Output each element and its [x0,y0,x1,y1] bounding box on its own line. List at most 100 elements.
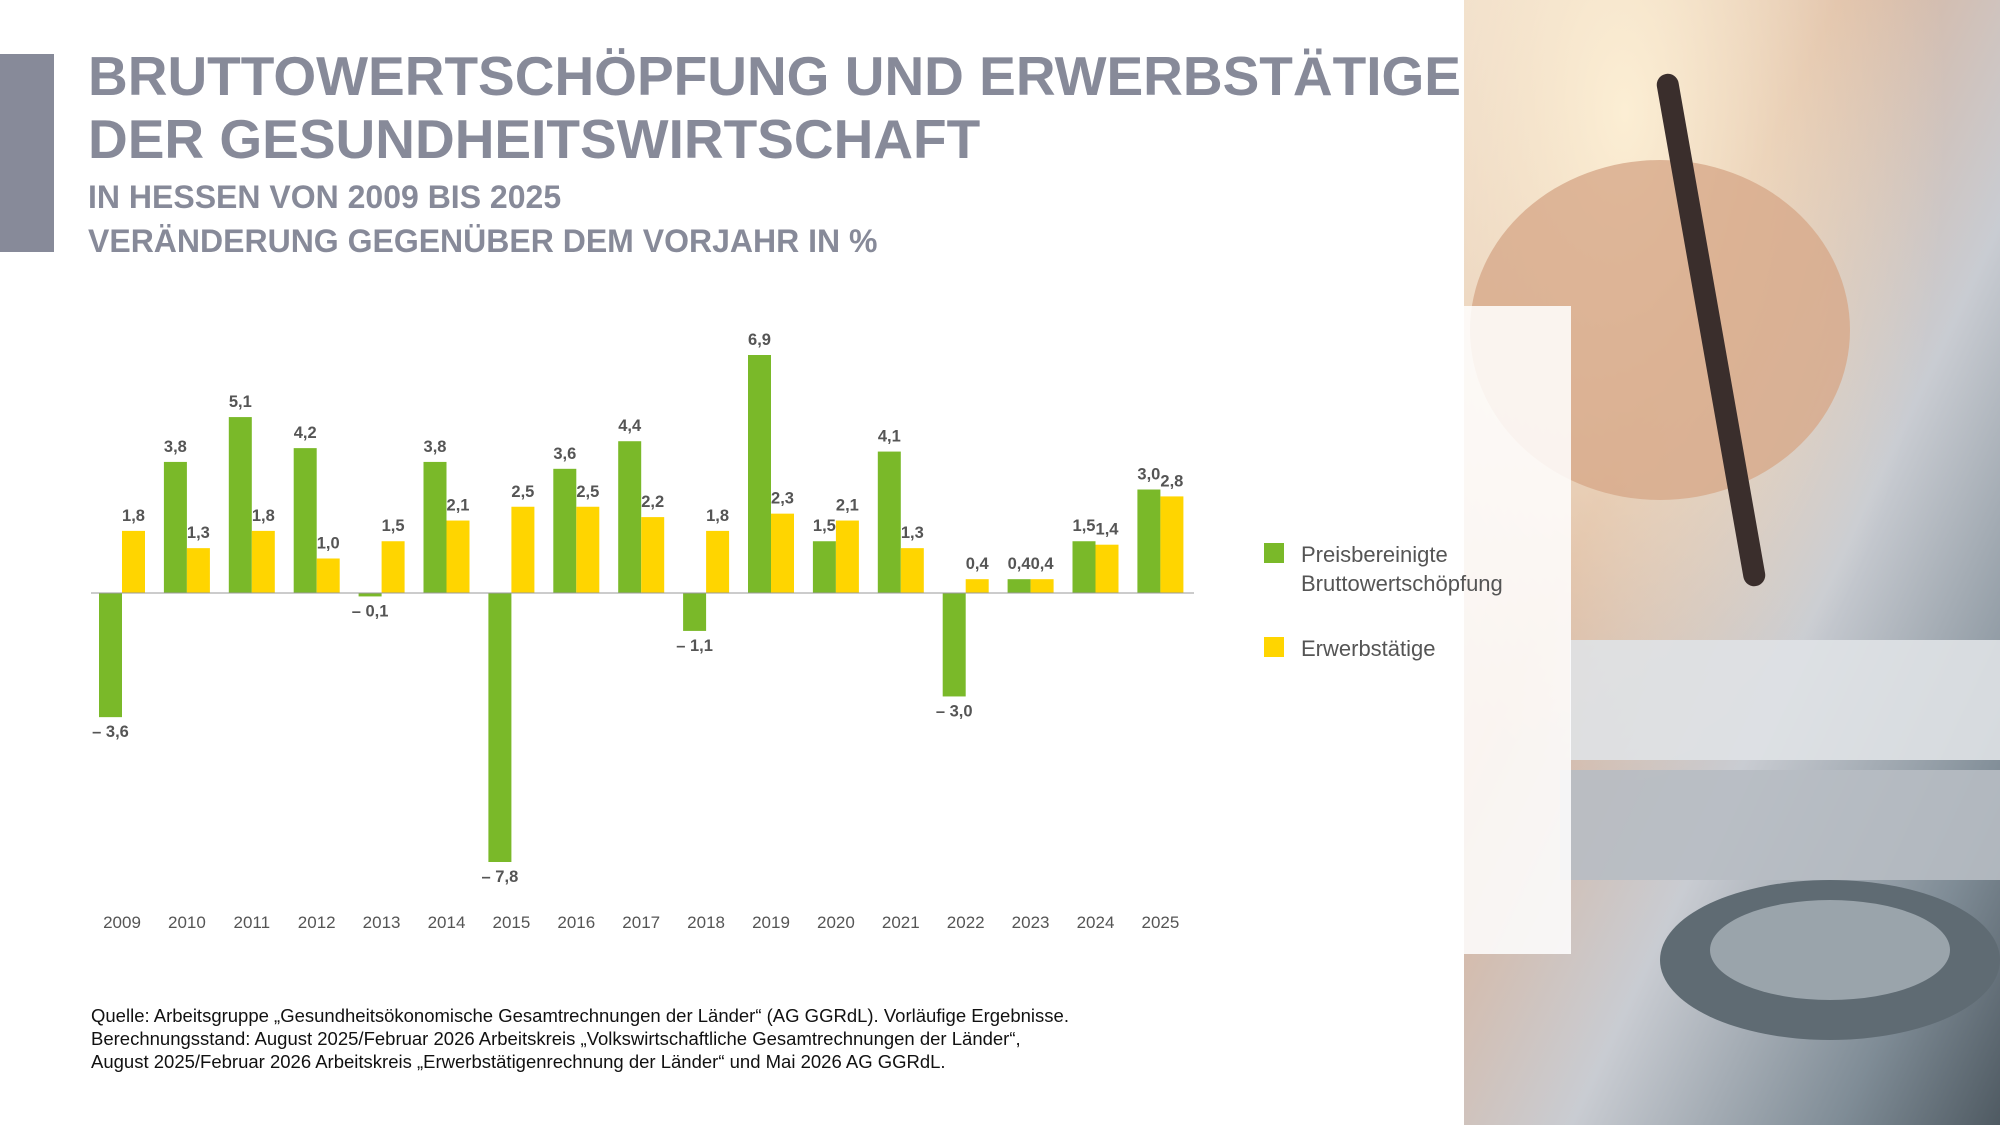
bar [423,461,447,593]
x-tick-label: 2025 [1141,913,1179,932]
data-label: 0,4 [966,555,990,573]
source-line: Quelle: Arbeitsgruppe „Gesundheitsökonom… [91,1005,1069,1026]
bar [683,592,707,631]
source-note: Quelle: Arbeitsgruppe „Gesundheitsökonom… [91,1004,1069,1073]
bar [706,530,730,593]
bar [251,530,275,593]
bar [186,548,210,593]
bar [641,517,665,593]
x-tick-label: 2019 [752,913,790,932]
data-label: 2,1 [836,497,859,515]
photo [1464,0,2000,1125]
bar [1160,496,1184,593]
chart-subtitle: IN HESSEN VON 2009 BIS 2025 [88,179,561,215]
bar [1030,579,1054,593]
data-label: 2,1 [447,497,470,515]
x-tick-label: 2013 [363,913,401,932]
bar [358,592,382,597]
data-label: – 7,8 [482,868,519,886]
bar [942,592,966,697]
data-label: 3,6 [553,445,576,463]
data-label: 1,5 [382,517,405,535]
x-tick-label: 2012 [298,913,336,932]
bar [1137,489,1161,593]
bar [446,520,470,593]
x-tick-label: 2014 [428,913,466,932]
legend-label: Erwerbstätige [1301,636,1436,661]
bar [488,592,512,862]
bar [293,448,317,593]
data-label: 1,5 [1073,517,1096,535]
data-label: 4,1 [878,428,901,446]
x-tick-label: 2020 [817,913,855,932]
source-line: August 2025/Februar 2026 Arbeitskreis „E… [91,1051,946,1072]
legend-item: Preisbereinigte Bruttowertschöpfung [1264,540,1564,598]
chart-subtitle: VERÄNDERUNG GEGENÜBER DEM VORJAHR IN % [88,223,877,259]
bar [877,451,901,593]
data-label: 0,4 [1008,555,1032,573]
data-label: 0,4 [1031,555,1055,573]
bar [163,461,187,593]
data-label: – 3,6 [92,723,129,741]
x-tick-label: 2024 [1077,913,1115,932]
x-tick-label: 2023 [1012,913,1050,932]
x-tick-label: 2017 [622,913,660,932]
data-label: 2,2 [641,493,664,511]
data-label: 2,5 [511,483,534,501]
x-tick-label: 2016 [557,913,595,932]
data-label: 3,8 [164,438,187,456]
data-label: 1,5 [813,517,836,535]
data-label: – 0,1 [352,602,389,620]
bar [618,441,642,593]
data-label: 3,8 [424,438,447,456]
data-label: 1,0 [317,534,340,552]
data-label: 1,3 [901,524,924,542]
x-tick-label: 2015 [492,913,530,932]
data-label: 1,3 [187,524,210,542]
bar [835,520,859,593]
legend: Preisbereinigte Bruttowertschöpfung Erwer… [1264,540,1564,699]
accent-bar [0,54,54,252]
data-label: 2,8 [1160,472,1183,490]
x-tick-label: 2021 [882,913,920,932]
data-label: 1,8 [122,507,145,525]
legend-label: Preisbereinigte Bruttowertschöpfung [1301,542,1503,596]
data-label: 1,4 [1096,521,1120,539]
data-label: 1,8 [252,507,275,525]
bar [1095,544,1119,593]
legend-item: Erwerbstätige [1264,634,1564,663]
legend-swatch [1264,543,1284,563]
chart-title: BRUTTOWERTSCHÖPFUNG UND ERWERBSTÄTIGE [88,45,1461,107]
x-tick-label: 2011 [234,913,271,932]
bar [316,558,340,593]
bar [1007,579,1031,593]
data-label: 4,4 [618,417,642,435]
bar [812,541,836,593]
bar [228,417,252,593]
x-tick-label: 2009 [103,913,141,932]
bar [122,530,145,593]
bar [748,355,771,593]
bar [1072,541,1096,593]
data-label: 2,5 [576,483,599,501]
bar [900,548,924,593]
bar [99,592,122,718]
bar [965,579,989,593]
x-tick-label: 2018 [687,913,725,932]
data-label: 2,3 [771,490,794,508]
source-line: Berechnungsstand: August 2025/Februar 20… [91,1028,1021,1049]
data-label: 4,2 [294,424,317,442]
data-label: 1,8 [706,507,729,525]
x-tick-label: 2010 [168,913,206,932]
bar [381,541,405,593]
legend-swatch [1264,637,1284,657]
bar [771,513,794,593]
bar [511,506,535,593]
bar [553,468,577,593]
data-label: 6,9 [748,331,771,349]
data-label: 5,1 [229,393,252,411]
x-tick-label: 2022 [947,913,985,932]
bar [576,506,600,593]
data-label: – 3,0 [936,702,973,720]
